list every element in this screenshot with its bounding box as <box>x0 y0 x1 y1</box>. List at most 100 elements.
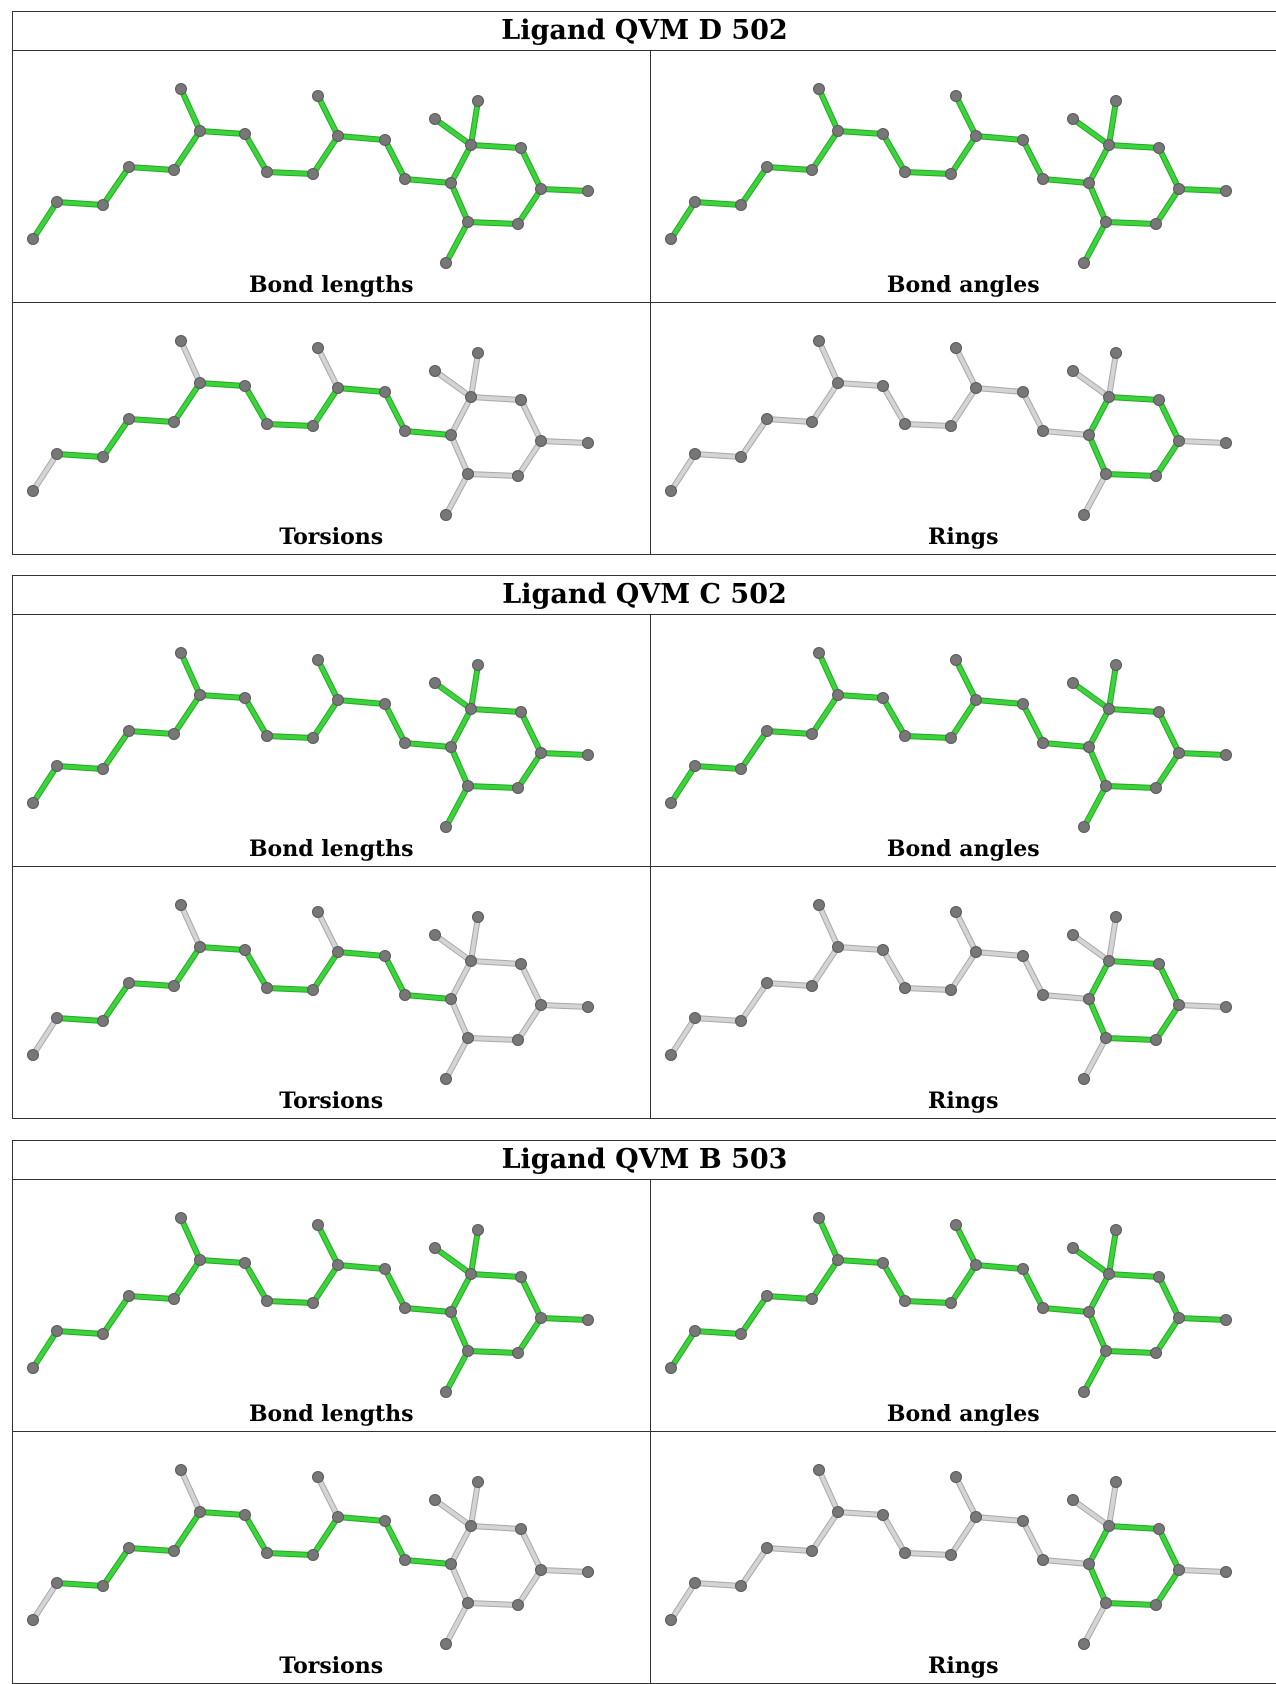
atom <box>761 162 772 173</box>
ligand-title: Ligand QVM D 502 <box>13 12 1276 51</box>
atom <box>970 131 981 142</box>
atom <box>583 438 594 449</box>
atom <box>308 1550 319 1561</box>
atom <box>1037 738 1048 749</box>
atom <box>446 1559 457 1570</box>
highlighted-bond <box>1179 1318 1226 1320</box>
atom <box>689 761 700 772</box>
highlighted-bond <box>385 704 405 743</box>
atom <box>430 678 441 689</box>
highlighted-bond <box>435 119 471 145</box>
highlighted-bond <box>1089 435 1106 474</box>
atom <box>473 348 484 359</box>
atom <box>463 217 474 228</box>
atom <box>1078 510 1089 521</box>
atom <box>761 1291 772 1302</box>
atom <box>52 1578 63 1589</box>
atom <box>466 140 477 151</box>
highlighted-bond <box>1159 712 1179 753</box>
ligand-table-1: Ligand QVM D 502 Bond lengths Bond angle… <box>12 11 1276 555</box>
atom <box>1103 392 1114 403</box>
atom <box>98 1329 109 1340</box>
atom <box>176 84 187 95</box>
panel-caption: Torsions <box>13 1088 650 1114</box>
atom <box>899 731 910 742</box>
atom <box>761 978 772 989</box>
bond <box>951 388 976 426</box>
panel-rings: Rings <box>650 303 1276 554</box>
bond <box>1023 1521 1043 1560</box>
highlighted-bond <box>518 753 541 788</box>
atom <box>1037 426 1048 437</box>
atom <box>430 1495 441 1506</box>
highlighted-bond <box>1089 1274 1109 1312</box>
atom <box>516 143 527 154</box>
atom <box>446 742 457 753</box>
panel-caption: Bond lengths <box>13 272 650 298</box>
bond <box>819 1470 838 1512</box>
highlighted-bond <box>446 222 468 263</box>
atom <box>473 1477 484 1488</box>
highlighted-bond <box>1089 1312 1106 1351</box>
panel-caption: Bond angles <box>651 1401 1276 1427</box>
atom <box>380 951 391 962</box>
bond <box>451 397 471 435</box>
bond <box>741 983 767 1021</box>
ligand-title: Ligand QVM B 503 <box>13 1141 1276 1180</box>
atom <box>665 1050 676 1061</box>
highlighted-bond <box>103 983 129 1021</box>
highlighted-bond <box>33 202 57 239</box>
highlighted-bond <box>1106 474 1156 476</box>
atom <box>240 693 251 704</box>
panel-caption: Bond lengths <box>13 1401 650 1427</box>
atom <box>516 1272 527 1283</box>
atom <box>124 726 135 737</box>
highlighted-bond <box>174 1512 200 1551</box>
atom <box>52 197 63 208</box>
highlighted-bond <box>518 1318 541 1353</box>
atom <box>28 798 39 809</box>
highlighted-bond <box>741 1296 767 1334</box>
atom <box>1017 1516 1028 1527</box>
atom <box>98 452 109 463</box>
bond <box>468 474 518 476</box>
bond <box>446 1038 468 1079</box>
highlighted-bond <box>245 698 267 736</box>
atom <box>308 733 319 744</box>
atom <box>806 1546 817 1557</box>
molecule-diagram <box>13 1180 650 1431</box>
highlighted-bond <box>1106 1351 1156 1353</box>
highlighted-bond <box>103 1548 129 1586</box>
molecule-diagram <box>13 867 650 1118</box>
atom <box>1110 348 1121 359</box>
atom <box>516 1524 527 1535</box>
atom <box>735 200 746 211</box>
atom <box>1100 1346 1111 1357</box>
atom <box>536 748 547 759</box>
atom <box>1103 1269 1114 1280</box>
atom <box>877 693 888 704</box>
atom <box>169 729 180 740</box>
atom <box>463 781 474 792</box>
atom <box>583 1002 594 1013</box>
atom <box>430 114 441 125</box>
highlighted-bond <box>267 1553 313 1555</box>
bond <box>33 1018 57 1055</box>
atom <box>333 1260 344 1271</box>
atom <box>313 907 324 918</box>
highlighted-bond <box>541 753 588 755</box>
atom <box>970 383 981 394</box>
atom <box>813 1213 824 1224</box>
atom <box>1220 750 1231 761</box>
atom <box>1110 96 1121 107</box>
bond <box>819 341 838 383</box>
atom <box>806 1294 817 1305</box>
atom <box>98 200 109 211</box>
highlighted-bond <box>245 1515 267 1553</box>
highlighted-bond <box>1089 709 1109 747</box>
highlighted-bond <box>1023 140 1043 179</box>
atom <box>473 660 484 671</box>
atom <box>313 343 324 354</box>
highlighted-bond <box>671 202 695 239</box>
highlighted-bond <box>812 695 838 734</box>
